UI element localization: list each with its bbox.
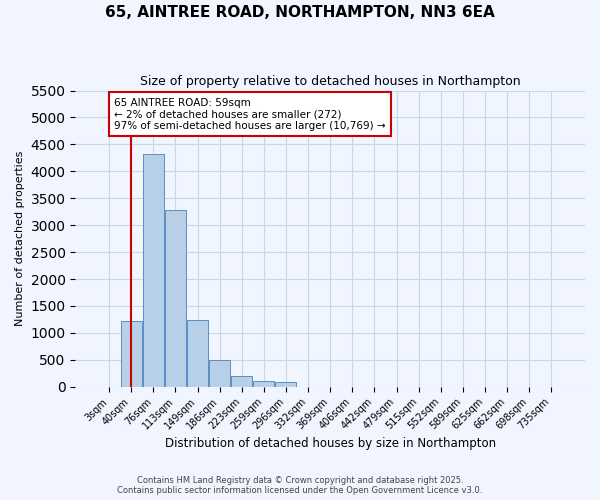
Bar [187, 320, 208, 386]
Bar [253, 381, 274, 386]
Title: Size of property relative to detached houses in Northampton: Size of property relative to detached ho… [140, 75, 521, 88]
Text: 65, AINTREE ROAD, NORTHAMPTON, NN3 6EA: 65, AINTREE ROAD, NORTHAMPTON, NN3 6EA [105, 5, 495, 20]
Bar [143, 154, 164, 386]
Bar [165, 210, 186, 386]
Bar [231, 376, 252, 386]
Bar [121, 321, 142, 386]
Bar [275, 382, 296, 386]
Text: 65 AINTREE ROAD: 59sqm
← 2% of detached houses are smaller (272)
97% of semi-det: 65 AINTREE ROAD: 59sqm ← 2% of detached … [114, 98, 386, 131]
Text: Contains HM Land Registry data © Crown copyright and database right 2025.
Contai: Contains HM Land Registry data © Crown c… [118, 476, 482, 495]
Y-axis label: Number of detached properties: Number of detached properties [15, 151, 25, 326]
Bar [209, 360, 230, 386]
X-axis label: Distribution of detached houses by size in Northampton: Distribution of detached houses by size … [164, 437, 496, 450]
